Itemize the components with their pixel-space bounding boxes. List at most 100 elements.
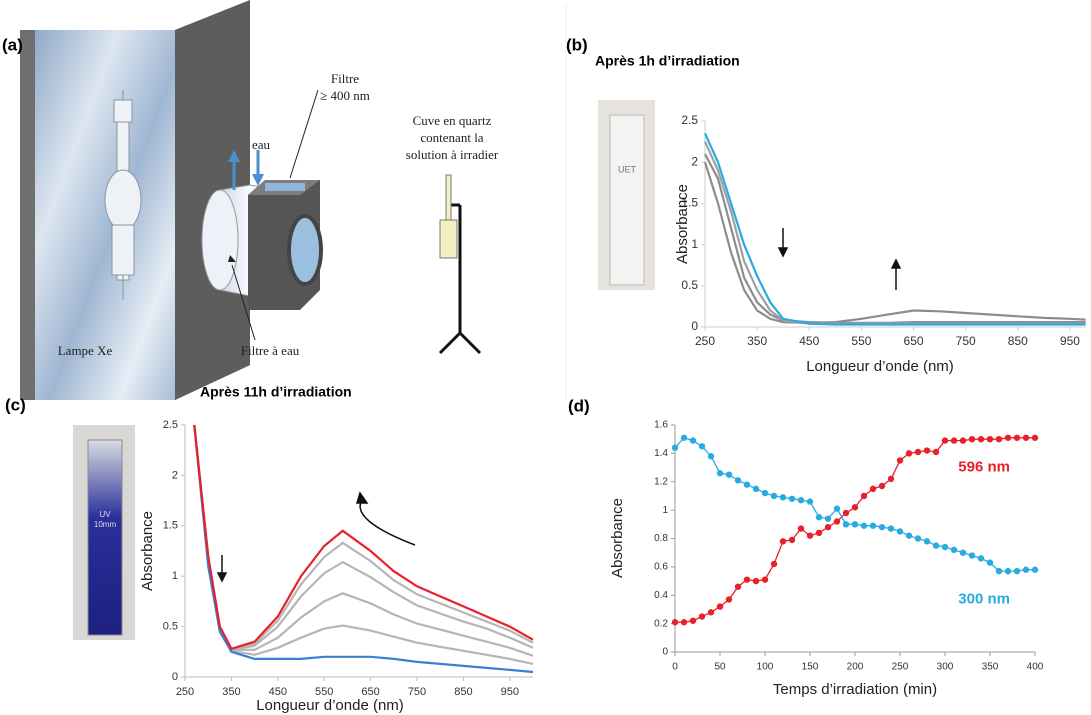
data-point	[941, 437, 949, 444]
pointer-head	[228, 255, 236, 262]
y-tick-label: 2	[172, 469, 178, 481]
pointer	[231, 264, 256, 341]
data-point	[959, 549, 967, 556]
data-point	[743, 481, 751, 488]
x-tick-label: 950	[501, 686, 519, 698]
x-tick-label: 250	[695, 334, 715, 348]
vial-label: UV	[99, 510, 111, 519]
arrows	[216, 228, 902, 583]
vial	[87, 439, 123, 636]
pointer	[289, 89, 319, 179]
data-point	[707, 609, 715, 616]
data-point	[923, 447, 931, 454]
data-point	[788, 495, 796, 502]
data-point	[914, 535, 922, 542]
diagram-label: Filtre à eau	[241, 343, 300, 358]
series-label: 596 nm	[958, 459, 1010, 476]
data-point	[995, 435, 1003, 443]
data-point	[1022, 434, 1030, 441]
x-tick-label: 300	[937, 662, 954, 673]
panel-label: (d)	[568, 396, 590, 415]
data-point	[680, 434, 688, 441]
series-line	[193, 424, 534, 657]
x-tick-label: 850	[454, 686, 472, 698]
data-point	[878, 523, 886, 531]
y-axis-label: Absorbance	[609, 498, 626, 578]
y-tick-label: 1.2	[654, 476, 668, 487]
series-line	[193, 424, 534, 674]
data-point	[779, 538, 787, 545]
x-tick-label: 450	[799, 334, 819, 348]
data-point	[761, 489, 769, 497]
x-tick-label: 450	[269, 686, 287, 698]
data-point	[743, 576, 751, 583]
data-point	[671, 619, 679, 626]
y-tick-label: 0	[662, 647, 668, 658]
data-point	[851, 521, 859, 528]
data-point	[770, 560, 778, 568]
vial-label: 10mm	[94, 520, 117, 529]
x-tick-label: 150	[802, 662, 819, 673]
cell-stand	[438, 203, 482, 355]
y-tick-label: 1	[691, 237, 698, 251]
water-in-head	[252, 174, 264, 186]
series-line	[703, 161, 1086, 325]
series-line	[193, 424, 534, 651]
vial-label: UET	[618, 164, 637, 174]
data-point	[887, 525, 895, 532]
cell-neck	[445, 174, 452, 221]
y-tick-label: 0	[691, 319, 698, 333]
data-point	[752, 577, 760, 585]
water-filter-face	[201, 189, 239, 291]
data-point	[842, 509, 850, 517]
data-point	[716, 603, 724, 610]
data-point	[806, 532, 814, 539]
diagram-label: Lampe Xe	[58, 343, 113, 358]
x-tick-label: 250	[892, 662, 909, 673]
data-point	[761, 576, 769, 583]
data-point	[725, 471, 733, 478]
series-line	[193, 424, 534, 652]
x-tick-label: 250	[176, 686, 194, 698]
data-point	[968, 552, 976, 559]
data-point	[986, 435, 994, 443]
data-point	[797, 496, 805, 504]
data-point	[1004, 434, 1012, 441]
data-point	[986, 559, 994, 566]
data-point	[905, 450, 913, 457]
data-point	[968, 435, 976, 443]
y-tick-label: 1.4	[654, 448, 668, 459]
data-point	[689, 437, 697, 444]
data-point	[689, 617, 697, 624]
x-tick-label: 650	[904, 334, 924, 348]
x-axis-label: Longueur d’onde (nm)	[256, 697, 404, 714]
data-point	[869, 522, 877, 529]
diagram-label: Cuve en quartz	[413, 113, 492, 128]
x-tick-label: 100	[757, 662, 774, 673]
data-point	[1013, 567, 1021, 575]
data-point	[680, 619, 688, 626]
data-point	[860, 492, 868, 500]
diagram-label: ≥ 400 nm	[320, 88, 370, 103]
housing-window	[35, 30, 175, 400]
y-tick-label: 2	[691, 154, 698, 168]
y-axis-label: Absorbance	[139, 511, 156, 591]
data-point	[896, 457, 904, 464]
data-point	[1022, 566, 1030, 573]
data-point	[815, 514, 823, 521]
data-point	[734, 583, 742, 590]
data-point	[698, 613, 706, 620]
y-tick-label: 0.5	[163, 621, 178, 633]
diagram-label: contenant la	[420, 130, 483, 145]
data-point	[914, 448, 922, 456]
y-tick-label: 1	[662, 505, 668, 516]
data-point	[797, 525, 805, 532]
y-tick-label: 1.6	[654, 420, 668, 431]
x-tick-label: 400	[1027, 662, 1044, 673]
data-point	[923, 538, 931, 545]
data-point	[842, 521, 850, 528]
data-point	[887, 475, 895, 483]
y-tick-label: 2.5	[681, 113, 698, 127]
data-point	[959, 437, 967, 444]
data-point	[815, 529, 823, 537]
